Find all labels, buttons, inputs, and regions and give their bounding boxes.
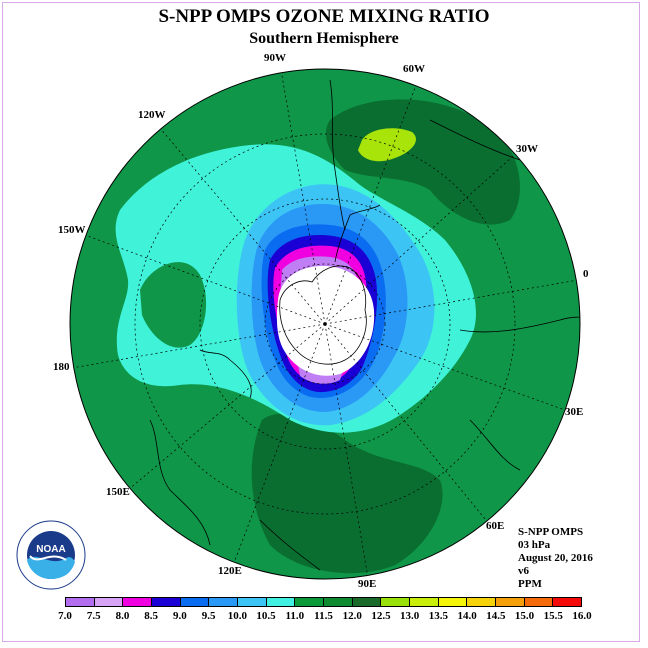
colorbar-tick-label: 10.5 [256,610,276,622]
colorbar-swatch [524,598,554,606]
colorbar-tick-label: 8.5 [144,610,159,622]
colorbar-tick-label: 12.5 [371,610,391,622]
noaa-logo-text: NOAA [36,544,65,555]
colorbar-tick-label: 11.5 [314,610,333,622]
coastlines [149,79,580,571]
lon-label-120e: 120E [218,565,242,577]
colorbar-swatch [66,598,95,606]
colorbar-tick-label: 13.5 [428,610,448,622]
colorbar-swatch [209,598,239,606]
colorbar-swatch [94,598,124,606]
colorbar-tick-label: 16.0 [572,610,592,622]
colorbar-swatch [467,598,497,606]
colorbar-tick-label: 15.0 [514,610,535,622]
lon-label-150w: 150W [58,224,86,236]
colorbar-swatch [266,598,296,606]
south-pole-marker [323,322,327,326]
info-pressure-level: 03 hPa [518,539,551,551]
colorbar-tick-label: 14.0 [457,610,477,622]
lon-label-0: 0 [583,268,589,280]
colorbar-swatch [496,598,525,606]
colorbar-swatch [381,598,411,606]
colorbar-tick-label: 8.0 [115,610,130,622]
lon-label-30e: 30E [565,406,584,418]
colorbar-tick-label: 9.0 [173,610,187,622]
noaa-logo: NOAA [16,520,86,590]
info-units: PPM [518,578,542,590]
lon-label-30w: 30W [516,143,538,155]
info-date: August 20, 2016 [518,552,593,564]
light-green-blob [358,128,416,162]
colorbar-swatch [152,598,181,606]
lon-label-60e: 60E [486,520,505,532]
map-subtitle: Southern Hemisphere [249,30,399,47]
colorbar-tick-label: 15.5 [543,610,563,622]
colorbar-tick-label: 13.0 [400,610,420,622]
graticule [71,69,579,579]
colorbar-swatch [352,598,382,606]
colorbar-tick-label: 12.0 [342,610,362,622]
figure-frame [2,2,640,642]
info-version: v6 [518,565,529,577]
colorbar-tick-label: 11.0 [285,610,305,622]
colorbar-tick-label: 7.5 [86,610,101,622]
colorbar [65,597,582,607]
lon-label-180: 180 [53,361,70,373]
colorbar-swatch [410,598,439,606]
colorbar-swatch [438,598,468,606]
lon-label-120w: 120W [138,109,166,121]
colorbar-swatch [553,598,582,606]
lon-label-90w: 90W [264,52,286,64]
lon-label-150e: 150E [106,486,130,498]
colorbar-tick-label: 7.0 [58,610,72,622]
green-gap-west [140,262,207,348]
colorbar-swatch [324,598,353,606]
lon-label-60w: 60W [403,63,425,75]
colorbar-tick-label: 10.0 [227,610,247,622]
dark-green-region-south [251,413,443,574]
map-border [69,68,581,580]
lon-label-90e: 90E [358,578,377,590]
colorbar-tick-label: 9.5 [201,610,216,622]
info-instrument: S-NPP OMPS [518,526,584,538]
colorbar-swatch [238,598,267,606]
info-block: S-NPP OMPS 03 hPa August 20, 2016 v6 PPM [518,526,593,591]
map-title: S-NPP OMPS OZONE MIXING RATIO [158,6,490,27]
colorbar-swatch [123,598,153,606]
ozone-field [70,69,580,579]
colorbar-swatch [295,598,325,606]
colorbar-tick-label: 14.5 [486,610,506,622]
colorbar-swatch [180,598,210,606]
polar-night-region [276,265,375,376]
